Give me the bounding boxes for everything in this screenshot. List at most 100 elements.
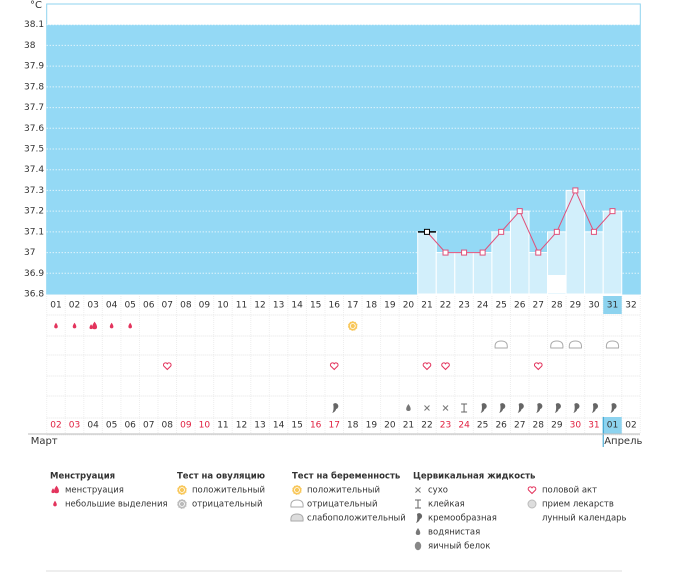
temperature-point [516,208,523,215]
temperature-point [553,228,560,235]
date-label: 06 [124,421,136,431]
drop-icon [54,485,59,494]
legend-item: небольшие выделения [65,500,168,510]
drop-icon [54,322,58,329]
day-label: 28 [551,301,563,311]
legend-item: менструация [65,486,124,496]
dry-icon [415,487,421,493]
day-label: 14 [291,301,303,311]
creamy-icon [517,403,524,413]
temperature-point [423,228,430,235]
y-tick-label: 37.9 [24,62,44,72]
temperature-point [461,249,468,256]
day-label: 24 [477,301,489,311]
sticky-icon [415,499,421,509]
day-label: 13 [273,301,284,311]
day-label: 32 [625,301,636,311]
pregnancy_negative-mark [550,340,564,349]
day-label: 17 [347,301,358,311]
temperature-point [479,249,486,256]
date-label: 16 [310,421,322,431]
day-label: 30 [588,301,600,311]
heart-icon [422,362,432,371]
day-label: 19 [384,301,396,311]
temperature-bar [454,252,474,295]
date-label: 26 [495,421,507,431]
y-tick-label: 37.1 [24,227,44,237]
legend-icon [176,484,188,496]
creamy-mark [610,403,617,413]
date-label: 23 [440,421,451,431]
legend-item: яичный белок [428,542,490,552]
y-tick-label: 37.4 [24,165,44,175]
temperature-point [609,208,616,215]
day-label: 22 [440,301,451,311]
date-label: 24 [458,421,470,431]
y-tick-label: 38.1 [24,20,44,30]
day-label: 06 [143,301,155,311]
temperature-point [572,187,579,194]
legend-icon [415,499,421,509]
temperature-bar [491,231,511,295]
day-label: 16 [328,301,340,311]
day-label: 03 [87,301,98,311]
day-label: 10 [217,301,229,311]
temperature-bar [417,231,437,295]
legend-item: отрицательный [192,500,262,510]
date-label: 17 [328,421,339,431]
day-label: 21 [421,301,432,311]
legend-item: положительный [307,486,380,496]
day-label: 15 [310,301,321,311]
drop-icon [89,324,93,330]
creamy-mark [517,403,524,413]
dry-icon [424,405,430,411]
drop-icon [72,322,77,329]
legend-icon [416,513,423,523]
day-label: 23 [458,301,469,311]
legend-title: Цервикальная жидкость [413,472,535,482]
creamy-icon [573,403,580,413]
creamy-mark [480,403,487,413]
cloud-icon [550,340,564,349]
creamy-mark [573,403,580,413]
sun-core [294,487,300,493]
temperature-point [590,228,597,235]
day-label: 25 [495,301,506,311]
heart-icon [162,362,172,371]
creamy-icon [610,403,617,413]
legend-icon [176,498,188,510]
spotting-mark [109,322,114,329]
ovulation_positive-mark [347,320,359,332]
legend: Менструация менструация небольшие выделени… [50,471,627,552]
date-label: 14 [273,421,285,431]
selected-day [603,296,622,314]
y-tick-label: 37.8 [24,82,44,92]
legend-title: Тест на овуляцию [177,472,265,482]
y-tick-label: 37.2 [24,207,44,217]
sun-icon [291,484,303,496]
spotting-mark [128,322,132,329]
sun-icon [347,320,359,332]
cloud-icon [494,340,508,349]
legend-title: Тест на беременность [292,471,400,482]
cloud-icon [290,513,304,522]
heart-icon [329,362,339,371]
sun-core [349,323,356,329]
legend-item: слабоположительный [307,514,406,524]
legend-item: кремообразная [428,514,497,524]
legend-item: клейкая [428,500,465,510]
date-label: 30 [570,421,582,431]
day-label: 01 [50,301,61,311]
legend-item: прием лекарств [542,500,614,510]
legend-icon [415,528,421,535]
legend-icon [290,513,304,522]
legend-icon [527,486,537,495]
creamy-icon [480,403,487,413]
dry-mark [442,405,449,411]
pregnancy_negative-mark [568,340,582,349]
egg-icon [414,541,422,551]
month-label: Апрель [604,436,642,447]
date-label: 02 [50,421,61,431]
watery-mark [406,404,411,411]
